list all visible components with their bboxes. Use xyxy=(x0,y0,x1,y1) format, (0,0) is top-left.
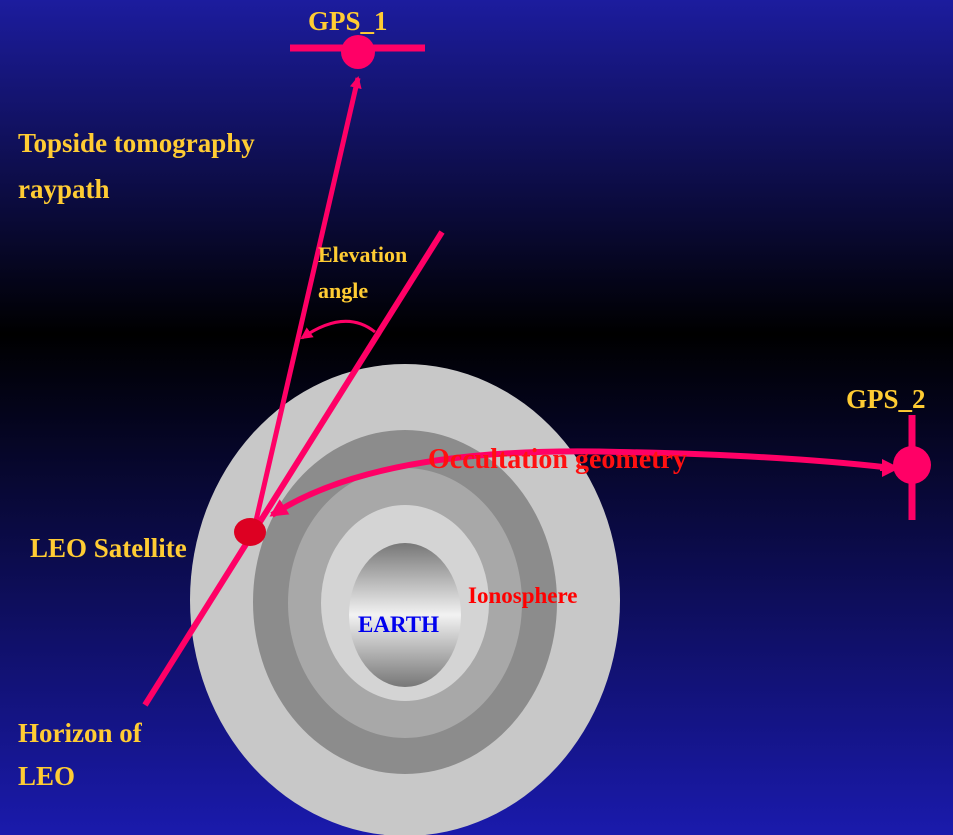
topside-raypath xyxy=(252,76,362,526)
gps2-label: GPS_2 xyxy=(846,384,926,414)
horizon-label: LEO xyxy=(18,761,75,791)
gps2-satellite xyxy=(893,446,931,484)
earth xyxy=(349,543,461,687)
horizon-label: Horizon of xyxy=(18,718,143,748)
gps1-label: GPS_1 xyxy=(308,6,388,36)
leo-label: LEO Satellite xyxy=(30,533,187,563)
topside-label: Topside tomography xyxy=(18,128,255,158)
horizon-line xyxy=(142,230,445,707)
occultation-label: Occultation geometry xyxy=(428,444,687,475)
occultation-ray xyxy=(269,448,893,518)
topside-label: raypath xyxy=(18,174,110,204)
earth-label: EARTH xyxy=(358,612,439,637)
elevation-arc xyxy=(300,319,376,340)
elevation-label: Elevation xyxy=(318,242,407,267)
leo-satellite xyxy=(234,518,266,546)
ionosphere-label: Ionosphere xyxy=(468,583,578,608)
gps1-satellite xyxy=(341,35,375,69)
elevation-label: angle xyxy=(318,278,368,303)
